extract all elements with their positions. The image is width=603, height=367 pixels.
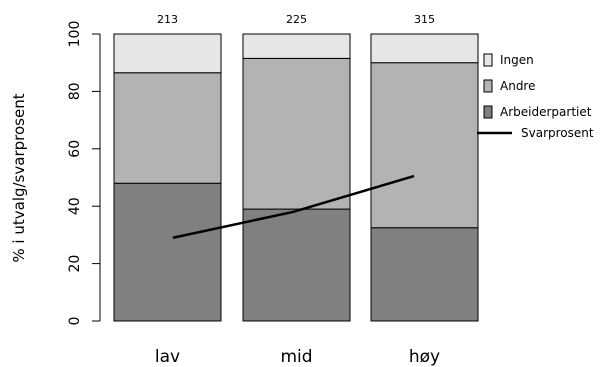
count-label-lav: 213 [157,13,178,26]
y-tick-label: 20 [67,255,83,273]
bars [113,33,479,322]
y-tick-label: 60 [67,140,83,158]
legend-swatch-andre [483,79,493,93]
y-axis-label: % i utvalg/svarprosent [10,93,28,262]
line-series [172,174,415,239]
legend-label-ingen: Ingen [500,53,534,67]
y-tick-label: 80 [67,82,83,100]
legend-swatch-arbeiderpartiet [483,105,493,119]
bar-hoy-andre [370,62,479,229]
category-labels: lav mid høy [155,347,440,367]
bar-hoy-ingen [370,33,479,64]
bar-mid-andre [242,57,351,210]
bar-lav-arbeiderpartiet [113,182,222,322]
y-tick-label: 40 [67,197,83,215]
count-label-hoy: 315 [414,13,435,26]
legend-label-andre: Andre [500,79,535,93]
y-tick-label: 100 [67,21,83,48]
category-label-lav: lav [155,347,180,367]
bar-hoy-arbeiderpartiet [370,227,479,322]
legend-swatch-ingen [483,53,493,67]
category-label-hoy: høy [409,347,440,367]
y-tick-label: 0 [67,317,83,326]
bar-lav-ingen [113,33,222,74]
bar-lav-andre [113,72,222,184]
count-labels: 213 225 315 [157,13,435,26]
svarprosent-line [172,174,415,239]
legend: Ingen Andre Arbeiderpartiet Svarprosent [477,53,594,140]
count-label-mid: 225 [286,13,307,26]
y-axis: 0 20 40 60 80 100 [67,21,101,326]
legend-label-svarprosent: Svarprosent [521,126,594,140]
legend-label-arbeiderpartiet: Arbeiderpartiet [500,105,592,119]
bar-mid-arbeiderpartiet [242,208,351,322]
category-label-mid: mid [280,347,312,367]
bar-mid-ingen [242,33,351,59]
